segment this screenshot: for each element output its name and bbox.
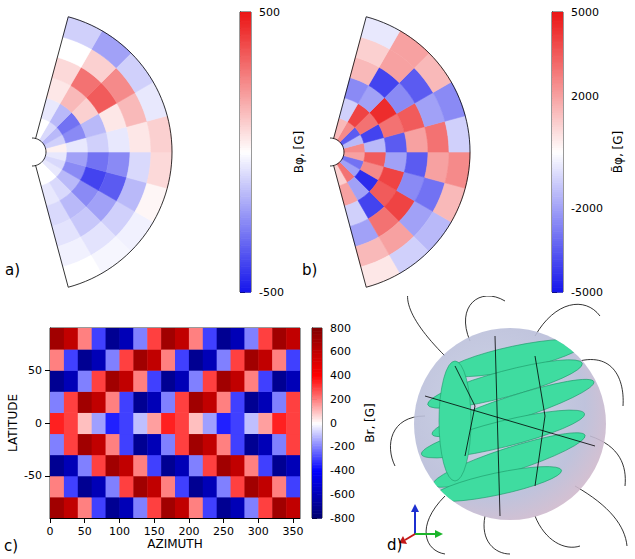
svg-text:50: 50 [78, 525, 92, 538]
svg-text:150: 150 [144, 525, 165, 538]
svg-text:-5000: -5000 [571, 286, 603, 299]
svg-text:Bφ, [G]: Bφ, [G] [292, 131, 306, 173]
svg-text:0: 0 [330, 417, 337, 430]
svg-text:200: 200 [330, 393, 351, 406]
svg-text:200: 200 [178, 525, 199, 538]
svg-text:350: 350 [283, 525, 304, 538]
svg-text:600: 600 [330, 345, 351, 358]
svg-text:B̃φ, [G]: B̃φ, [G] [611, 131, 625, 173]
svg-text:0: 0 [35, 417, 42, 430]
svg-text:a): a) [5, 261, 20, 279]
svg-text:AZIMUTH: AZIMUTH [147, 537, 202, 551]
svg-text:-800: -800 [330, 512, 355, 525]
svg-text:-50: -50 [24, 469, 42, 482]
svg-text:300: 300 [248, 525, 269, 538]
svg-text:250: 250 [213, 525, 234, 538]
svg-text:-2000: -2000 [571, 202, 603, 215]
svg-text:b): b) [302, 261, 317, 279]
svg-text:c): c) [4, 537, 18, 555]
svg-text:Br, [G]: Br, [G] [363, 403, 377, 442]
svg-text:-400: -400 [330, 464, 355, 477]
svg-text:0: 0 [47, 525, 54, 538]
svg-text:-500: -500 [259, 286, 284, 299]
svg-text:50: 50 [28, 364, 42, 377]
svg-text:5000: 5000 [571, 6, 599, 19]
svg-text:2000: 2000 [571, 90, 599, 103]
svg-text:100: 100 [109, 525, 130, 538]
svg-text:-600: -600 [330, 488, 355, 501]
svg-text:500: 500 [259, 6, 280, 19]
svg-text:800: 800 [330, 322, 351, 335]
svg-text:LATITUDE: LATITUDE [6, 394, 20, 452]
svg-text:400: 400 [330, 369, 351, 382]
svg-text:d): d) [387, 536, 402, 554]
svg-text:-200: -200 [330, 440, 355, 453]
